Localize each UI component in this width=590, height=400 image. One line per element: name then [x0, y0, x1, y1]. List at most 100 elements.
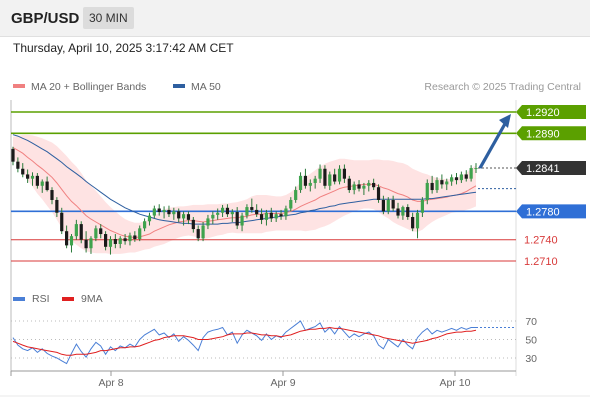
- chart-datetime: Thursday, April 10, 2025 3:17:42 AM CET: [13, 41, 234, 55]
- rsi-level-label: 70: [525, 316, 537, 328]
- candle: [65, 225, 69, 249]
- candle-body: [16, 161, 20, 169]
- candle-body: [186, 214, 191, 220]
- candle: [30, 172, 35, 186]
- ma20-line: [12, 147, 477, 239]
- currency-pair-title: GBP/USD: [11, 10, 80, 27]
- candle-body: [469, 168, 473, 179]
- candle-body: [79, 224, 83, 240]
- candle: [201, 221, 205, 242]
- candle: [84, 231, 88, 253]
- candle: [133, 231, 137, 242]
- candle: [35, 173, 39, 189]
- candle-body: [376, 187, 381, 200]
- bollinger-band: [13, 134, 476, 254]
- timeframe-button[interactable]: 30 MIN: [83, 7, 134, 29]
- candle-body: [308, 182, 312, 186]
- candle: [318, 164, 322, 183]
- candle-body: [162, 209, 166, 213]
- candle-body: [450, 177, 454, 182]
- level-tag-bg: [516, 105, 586, 119]
- candle-body: [74, 224, 78, 237]
- candle-body: [303, 175, 308, 186]
- candle: [162, 206, 166, 219]
- candle: [386, 197, 390, 215]
- candle-body: [372, 182, 376, 188]
- candle-body: [255, 209, 259, 215]
- x-tick-label: Apr 8: [98, 377, 123, 389]
- candle: [147, 212, 152, 226]
- candle-body: [440, 180, 444, 185]
- candle-body: [420, 199, 424, 213]
- rsi-level-label: 50: [525, 335, 537, 347]
- candle-body: [396, 208, 400, 216]
- candle-body: [118, 238, 122, 244]
- candle: [186, 211, 191, 225]
- level-tag-pivot: 1.2780: [516, 204, 586, 219]
- rsi-line: [12, 320, 476, 365]
- x-tick-label: Apr 10: [440, 377, 471, 389]
- candle: [69, 234, 74, 253]
- candle: [406, 204, 410, 220]
- candle-body: [230, 212, 234, 215]
- candle: [191, 217, 195, 233]
- candle: [425, 179, 429, 205]
- candle-body: [279, 214, 283, 217]
- legend-swatch: [13, 84, 25, 88]
- candle-body: [425, 182, 429, 200]
- candle: [225, 204, 230, 218]
- candle-body: [352, 184, 356, 191]
- candle-body: [459, 174, 463, 181]
- candle: [55, 197, 59, 218]
- candle: [303, 168, 308, 189]
- candle: [454, 173, 459, 185]
- candle-body: [216, 212, 220, 215]
- rsi-legend-label: 9MA: [81, 293, 103, 305]
- header-bar: GBP/USD 30 MIN: [0, 0, 590, 37]
- candle: [216, 208, 220, 220]
- candle-body: [250, 207, 254, 210]
- candle-body: [240, 215, 244, 226]
- candle-body: [113, 239, 117, 244]
- candle-body: [152, 208, 156, 216]
- candle: [138, 225, 142, 242]
- candle-body: [21, 168, 25, 175]
- candle: [391, 195, 395, 212]
- candle-body: [220, 207, 225, 213]
- candle-body: [435, 180, 439, 191]
- candle: [357, 180, 361, 192]
- candle: [245, 204, 249, 219]
- candle: [123, 234, 127, 245]
- candle: [40, 179, 44, 193]
- candle: [94, 225, 98, 242]
- candle-body: [40, 181, 44, 186]
- candle-body: [167, 209, 171, 215]
- candle-body: [11, 148, 15, 162]
- legend-swatch: [173, 84, 185, 88]
- candle: [372, 178, 376, 191]
- candle: [396, 202, 400, 219]
- candle: [211, 211, 215, 225]
- candle: [128, 232, 132, 246]
- candle: [464, 170, 468, 182]
- candle: [342, 164, 347, 183]
- candle: [294, 186, 298, 203]
- level-tag-current: 1.2841: [516, 161, 586, 176]
- candle: [269, 207, 273, 222]
- candle: [16, 157, 20, 173]
- level-tag-label: 1.2841: [526, 163, 560, 175]
- candle-body: [430, 182, 434, 191]
- candle: [420, 197, 424, 218]
- candle: [104, 231, 108, 251]
- candle-body: [259, 214, 264, 220]
- candle-body: [245, 207, 249, 216]
- candle-body: [411, 217, 415, 229]
- level-tag-bg: [516, 126, 586, 141]
- candle-body: [45, 181, 49, 191]
- candle: [74, 219, 78, 240]
- candle-body: [445, 181, 449, 185]
- candle-body: [26, 174, 30, 179]
- candle: [220, 204, 225, 218]
- candle-body: [60, 212, 64, 232]
